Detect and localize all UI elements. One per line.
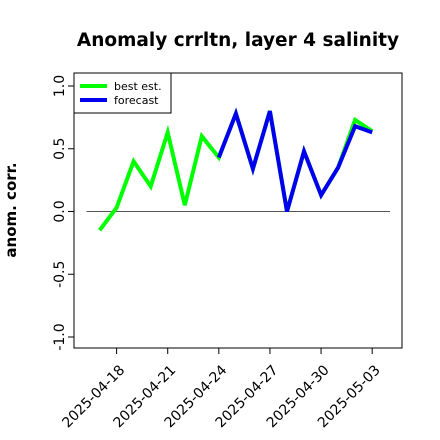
y-tick-label: 0.0 — [52, 200, 68, 222]
y-axis: -1.0 -0.5 0.0 0.5 1.0 — [52, 75, 74, 351]
x-axis: 2025-04-182025-04-212025-04-242025-04-27… — [59, 348, 384, 431]
y-tick-label: 1.0 — [52, 75, 68, 97]
series-layer — [98, 107, 374, 232]
y-tick-label: 0.5 — [52, 138, 68, 160]
y-tick-label: -1.0 — [52, 323, 68, 350]
series-line-best-est — [98, 107, 374, 232]
legend: best est. forecast — [73, 72, 172, 114]
legend-label-best-est: best est. — [114, 80, 162, 93]
y-axis-label: anom. corr. — [2, 162, 20, 257]
legend-box — [73, 72, 172, 114]
chart-title: Anomaly crrltn, layer 4 salinity — [77, 30, 399, 51]
y-tick-label: -0.5 — [52, 261, 68, 288]
legend-label-forecast: forecast — [114, 94, 159, 107]
series-line-forecast — [216, 107, 373, 213]
plot-frame — [73, 72, 403, 349]
